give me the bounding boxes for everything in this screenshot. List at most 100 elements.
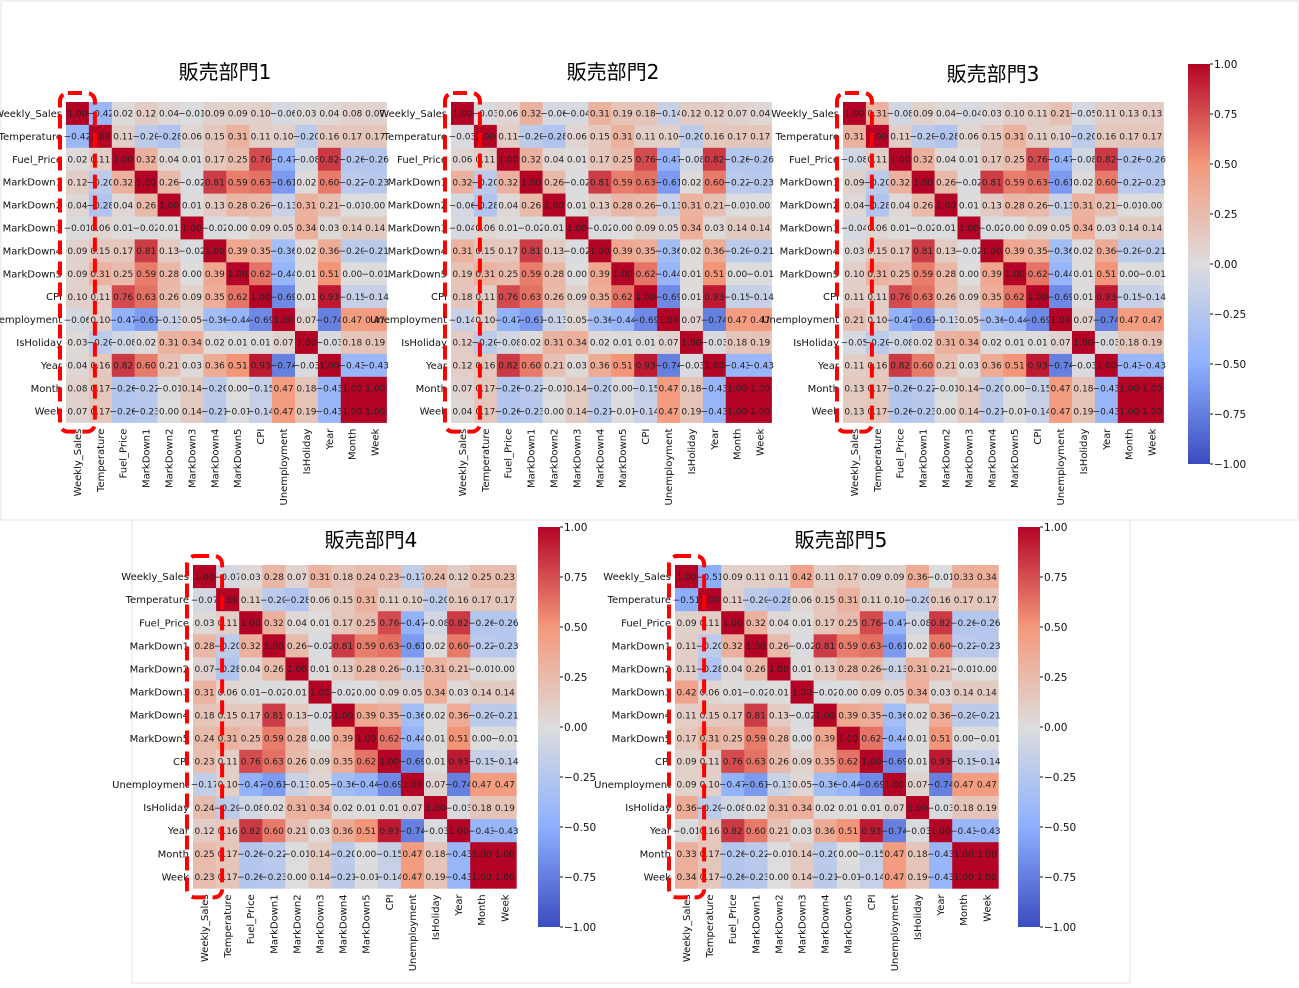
cell-value-label: 0.01: [908, 734, 928, 744]
cell-value-label: −0.04: [563, 110, 591, 120]
cell-value-label: 0.36: [704, 247, 724, 257]
cell-value-label: 0.47: [342, 316, 362, 326]
cell-value-label: 0.93: [379, 827, 399, 837]
heatmap-cell: [957, 353, 981, 378]
heatmap-cell: [813, 634, 837, 658]
cell-value-label: 0.03: [567, 362, 587, 372]
cell-value-label: 0.04: [241, 665, 261, 675]
heatmap-cell: [203, 353, 227, 378]
cell-value-label: 0.04: [844, 201, 864, 211]
cell-value-label: 0.47: [472, 781, 492, 791]
cell-value-label: 0.59: [264, 734, 284, 744]
cell-value-label: 0.51: [1096, 270, 1116, 280]
heatmap-cell: [249, 262, 273, 286]
cell-value-label: 0.47: [1051, 407, 1071, 417]
cell-value-label: −0.04: [955, 110, 983, 120]
y-tick-label: CPI: [655, 757, 671, 768]
heatmap-cell: [424, 749, 448, 774]
cell-value-label: 0.31: [681, 201, 701, 211]
cell-value-label: 0.06: [310, 596, 330, 606]
heatmap-cell: [193, 611, 217, 635]
cell-value-label: −0.08: [422, 619, 450, 629]
heatmap-cell: [400, 657, 425, 681]
heatmap-cell: [193, 749, 217, 774]
heatmap-panel: Weekly_SalesWeekly_SalesTemperatureTempe…: [762, 62, 1166, 505]
cell-value-label: −0.22: [468, 642, 496, 652]
cell-value-label: 0.31: [218, 734, 238, 744]
cell-value-label: 0.21: [931, 665, 951, 675]
heatmap-cell: [354, 726, 379, 751]
cell-value-label: −0.26: [361, 155, 389, 165]
heatmap-cell: [1072, 216, 1096, 240]
heatmap-cell: [470, 703, 494, 727]
heatmap-cell: [354, 796, 379, 820]
cell-value-label: 1.00: [182, 224, 202, 234]
cell-value-label: 0.11: [498, 133, 518, 143]
heatmap-cell: [611, 285, 635, 309]
cell-value-label: −0.20: [260, 596, 288, 606]
cell-value-label: 1.00: [495, 873, 515, 883]
cell-value-label: 0.60: [913, 362, 933, 372]
cell-value-label: −0.06: [270, 110, 298, 120]
cell-value-label: −0.43: [1093, 384, 1121, 394]
cell-value-label: 0.31: [228, 133, 248, 143]
heatmap-cell: [1140, 124, 1164, 149]
cell-value-label: 0.31: [426, 665, 446, 675]
cell-value-label: −0.14: [858, 873, 886, 883]
cell-value-label: −0.02: [563, 247, 591, 257]
cell-value-label: 0.23: [379, 573, 399, 583]
heatmap-cell: [748, 376, 772, 400]
cell-value-label: 0.00: [954, 734, 974, 744]
heatmap-cell: [957, 147, 981, 171]
cell-value-label: 1.00: [1051, 316, 1071, 326]
x-tick-label: Fuel_Price: [896, 429, 907, 479]
heatmap-cell: [226, 285, 250, 309]
cell-value-label: 0.76: [861, 619, 881, 629]
cell-value-label: −0.23: [260, 873, 288, 883]
heatmap-cell: [1117, 353, 1141, 378]
cell-value-label: 1.00: [677, 573, 697, 583]
cell-value-label: 0.15: [333, 596, 353, 606]
cell-value-label: 1.00: [498, 155, 518, 165]
cell-value-label: 0.01: [792, 619, 812, 629]
cell-value-label: 0.03: [792, 827, 812, 837]
heatmap-cell: [888, 170, 912, 194]
heatmap-cell: [911, 262, 935, 286]
cell-value-label: 0.32: [723, 642, 743, 652]
panel-title: 販売部門3: [947, 62, 1040, 86]
heatmap-cell: [980, 331, 1004, 355]
heatmap-cell: [588, 193, 612, 217]
heatmap-cell: [1026, 285, 1050, 309]
colorbar-tick-label: −0.75: [1214, 409, 1246, 421]
cell-value-label: 0.36: [677, 804, 697, 814]
x-tick-label: Weekly_Sales: [850, 429, 861, 497]
heatmap-cell: [470, 588, 494, 612]
heatmap-cell: [702, 376, 727, 400]
heatmap-cell: [611, 262, 635, 286]
cell-value-label: 0.02: [426, 642, 446, 652]
cell-value-label: 0.24: [195, 734, 215, 744]
cell-value-label: 0.60: [1096, 178, 1116, 188]
heatmap-cell: [295, 147, 319, 171]
heatmap-cell: [565, 353, 589, 378]
heatmap-cell: [157, 102, 181, 126]
cell-value-label: 0.11: [677, 711, 697, 721]
cell-value-label: 0.23: [195, 873, 215, 883]
x-tick-label: MarkDown2: [165, 429, 176, 488]
heatmap-cell: [157, 170, 181, 194]
heatmap-cell: [493, 611, 517, 635]
y-tick-label: MarkDown2: [612, 664, 671, 675]
cell-value-label: 0.00: [1119, 270, 1139, 280]
heatmap-cell: [447, 749, 471, 774]
cell-value-label: 0.39: [1005, 247, 1025, 257]
heatmap-cell: [748, 239, 772, 263]
heatmap-cell: [400, 842, 425, 866]
cell-value-label: −0.22: [723, 178, 751, 188]
cell-value-label: 0.34: [310, 804, 330, 814]
cell-value-label: −0.26: [886, 384, 914, 394]
cell-value-label: 0.00: [838, 850, 858, 860]
cell-value-label: −0.08: [841, 155, 869, 165]
cell-value-label: −0.43: [445, 873, 473, 883]
cell-value-label: 0.10: [67, 293, 87, 303]
heatmap-cell: [911, 216, 935, 240]
